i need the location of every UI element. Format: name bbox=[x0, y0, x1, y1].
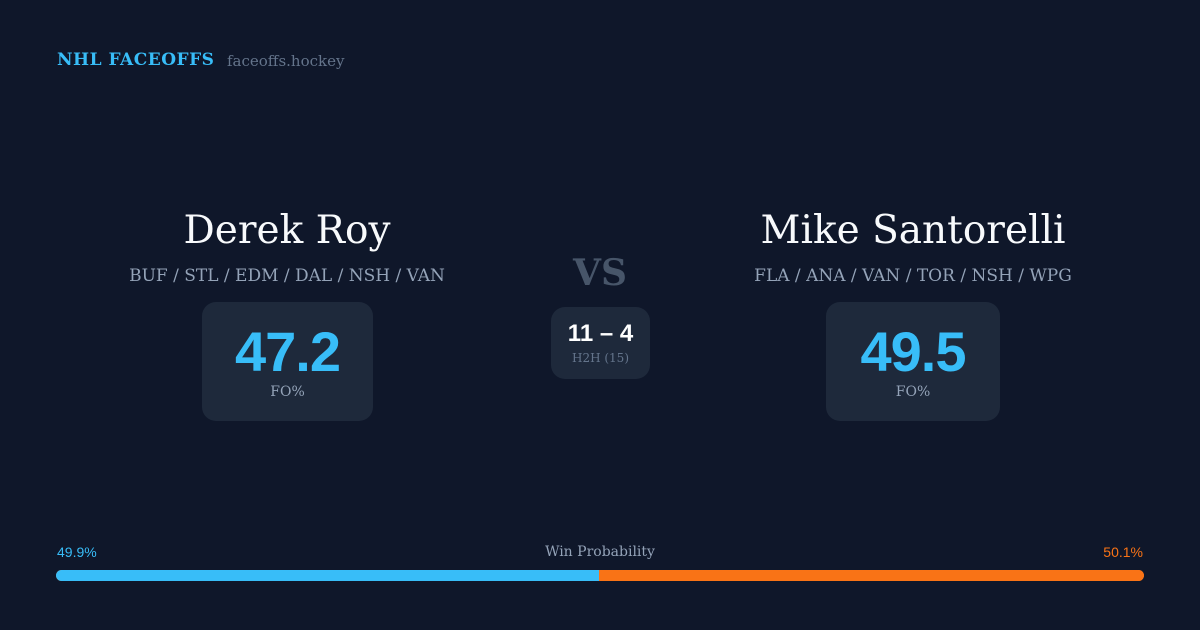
left-fo-card: 47.2 FO% bbox=[202, 302, 373, 421]
left-player-name: Derek Roy bbox=[183, 208, 391, 253]
h2h-card: 11 – 4 H2H (15) bbox=[551, 307, 650, 379]
vs-label: VS bbox=[573, 252, 627, 294]
left-fo-value: 47.2 bbox=[235, 320, 341, 383]
right-win-pct: 50.1% bbox=[1103, 544, 1143, 560]
right-player: Mike Santorelli FLA / ANA / VAN / TOR / … bbox=[683, 206, 1143, 286]
left-player-teams: BUF / STL / EDM / DAL / NSH / VAN bbox=[129, 266, 445, 286]
right-fo-card: 49.5 FO% bbox=[826, 302, 1000, 421]
left-player: Derek Roy BUF / STL / EDM / DAL / NSH / … bbox=[57, 206, 517, 286]
brand-title: NHL FACEOFFS bbox=[57, 50, 215, 70]
win-probability-bar bbox=[56, 570, 1144, 581]
right-fo-value: 49.5 bbox=[860, 320, 967, 383]
left-win-fill bbox=[56, 570, 599, 581]
site-url: faceoffs.hockey bbox=[227, 52, 345, 70]
left-win-pct: 49.9% bbox=[57, 544, 97, 560]
right-win-fill bbox=[598, 570, 1144, 581]
win-probability-label: Win Probability bbox=[545, 544, 655, 560]
h2h-score: 11 – 4 bbox=[567, 320, 634, 347]
right-player-teams: FLA / ANA / VAN / TOR / NSH / WPG bbox=[754, 266, 1072, 286]
right-fo-label: FO% bbox=[895, 384, 931, 400]
right-player-name: Mike Santorelli bbox=[760, 208, 1066, 253]
h2h-label: H2H (15) bbox=[571, 351, 629, 365]
left-fo-label: FO% bbox=[270, 384, 305, 400]
